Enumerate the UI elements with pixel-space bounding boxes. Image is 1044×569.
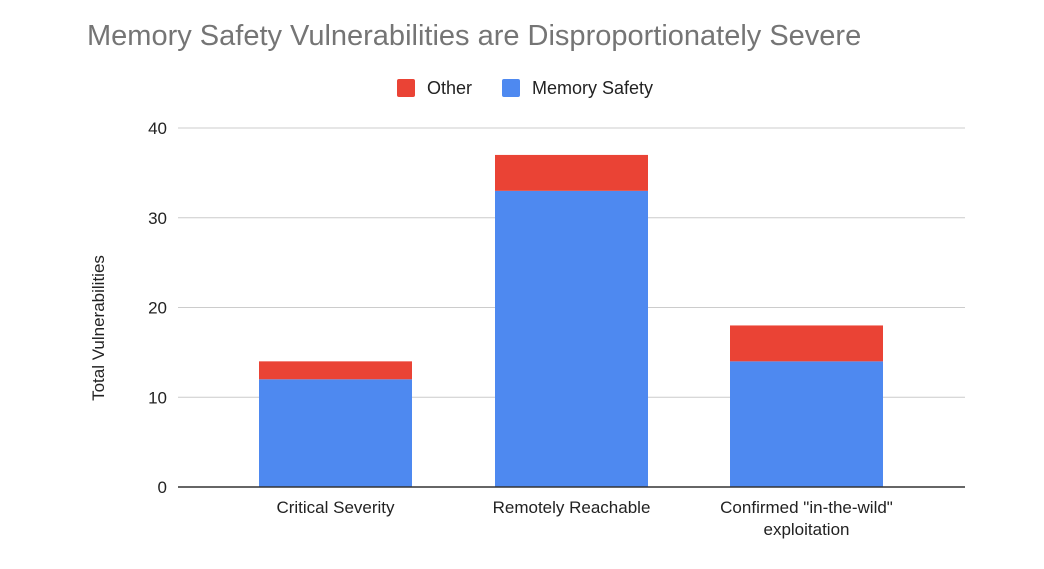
bar-segment-memory-safety[interactable] (259, 379, 412, 487)
y-tick-label: 10 (148, 388, 167, 407)
x-tick-label-line: exploitation (763, 520, 849, 539)
legend: Other Memory Safety (0, 76, 1044, 100)
bar-segment-other[interactable] (730, 325, 883, 362)
y-axis-label: Total Vulnerabilities (89, 255, 108, 401)
y-tick-label: 30 (148, 209, 167, 228)
x-tick-label-line: Critical Severity (276, 498, 395, 517)
legend-label-memory-safety: Memory Safety (532, 77, 654, 98)
x-tick-label: Confirmed "in-the-wild" exploitation (720, 498, 893, 539)
bars (259, 154, 883, 487)
y-tick-label: 40 (148, 119, 167, 138)
x-tick-label-line: Confirmed "in-the-wild" (720, 498, 893, 517)
bar-segment-memory-safety[interactable] (495, 190, 648, 487)
legend-swatch-memory-safety (502, 79, 520, 97)
bar-segment-other[interactable] (259, 361, 412, 380)
y-tick-label: 20 (148, 299, 167, 318)
y-tick-labels: 0 10 20 30 40 (148, 119, 167, 497)
x-tick-labels: Critical Severity Remotely Reachable Confi… (276, 498, 892, 539)
bar-segment-memory-safety[interactable] (730, 361, 883, 487)
bar-segment-other[interactable] (495, 154, 648, 191)
chart-title: Memory Safety Vulnerabilities are Dispro… (87, 20, 862, 52)
x-tick-label: Remotely Reachable (493, 498, 651, 517)
legend-item-other[interactable]: Other (397, 76, 472, 100)
legend-swatch-other (397, 79, 415, 97)
legend-label-other: Other (427, 77, 473, 98)
legend-item-memory-safety[interactable]: Memory Safety (502, 76, 653, 100)
x-tick-label-line: Remotely Reachable (493, 498, 651, 517)
x-tick-label: Critical Severity (276, 498, 395, 517)
y-tick-label: 0 (158, 478, 167, 497)
